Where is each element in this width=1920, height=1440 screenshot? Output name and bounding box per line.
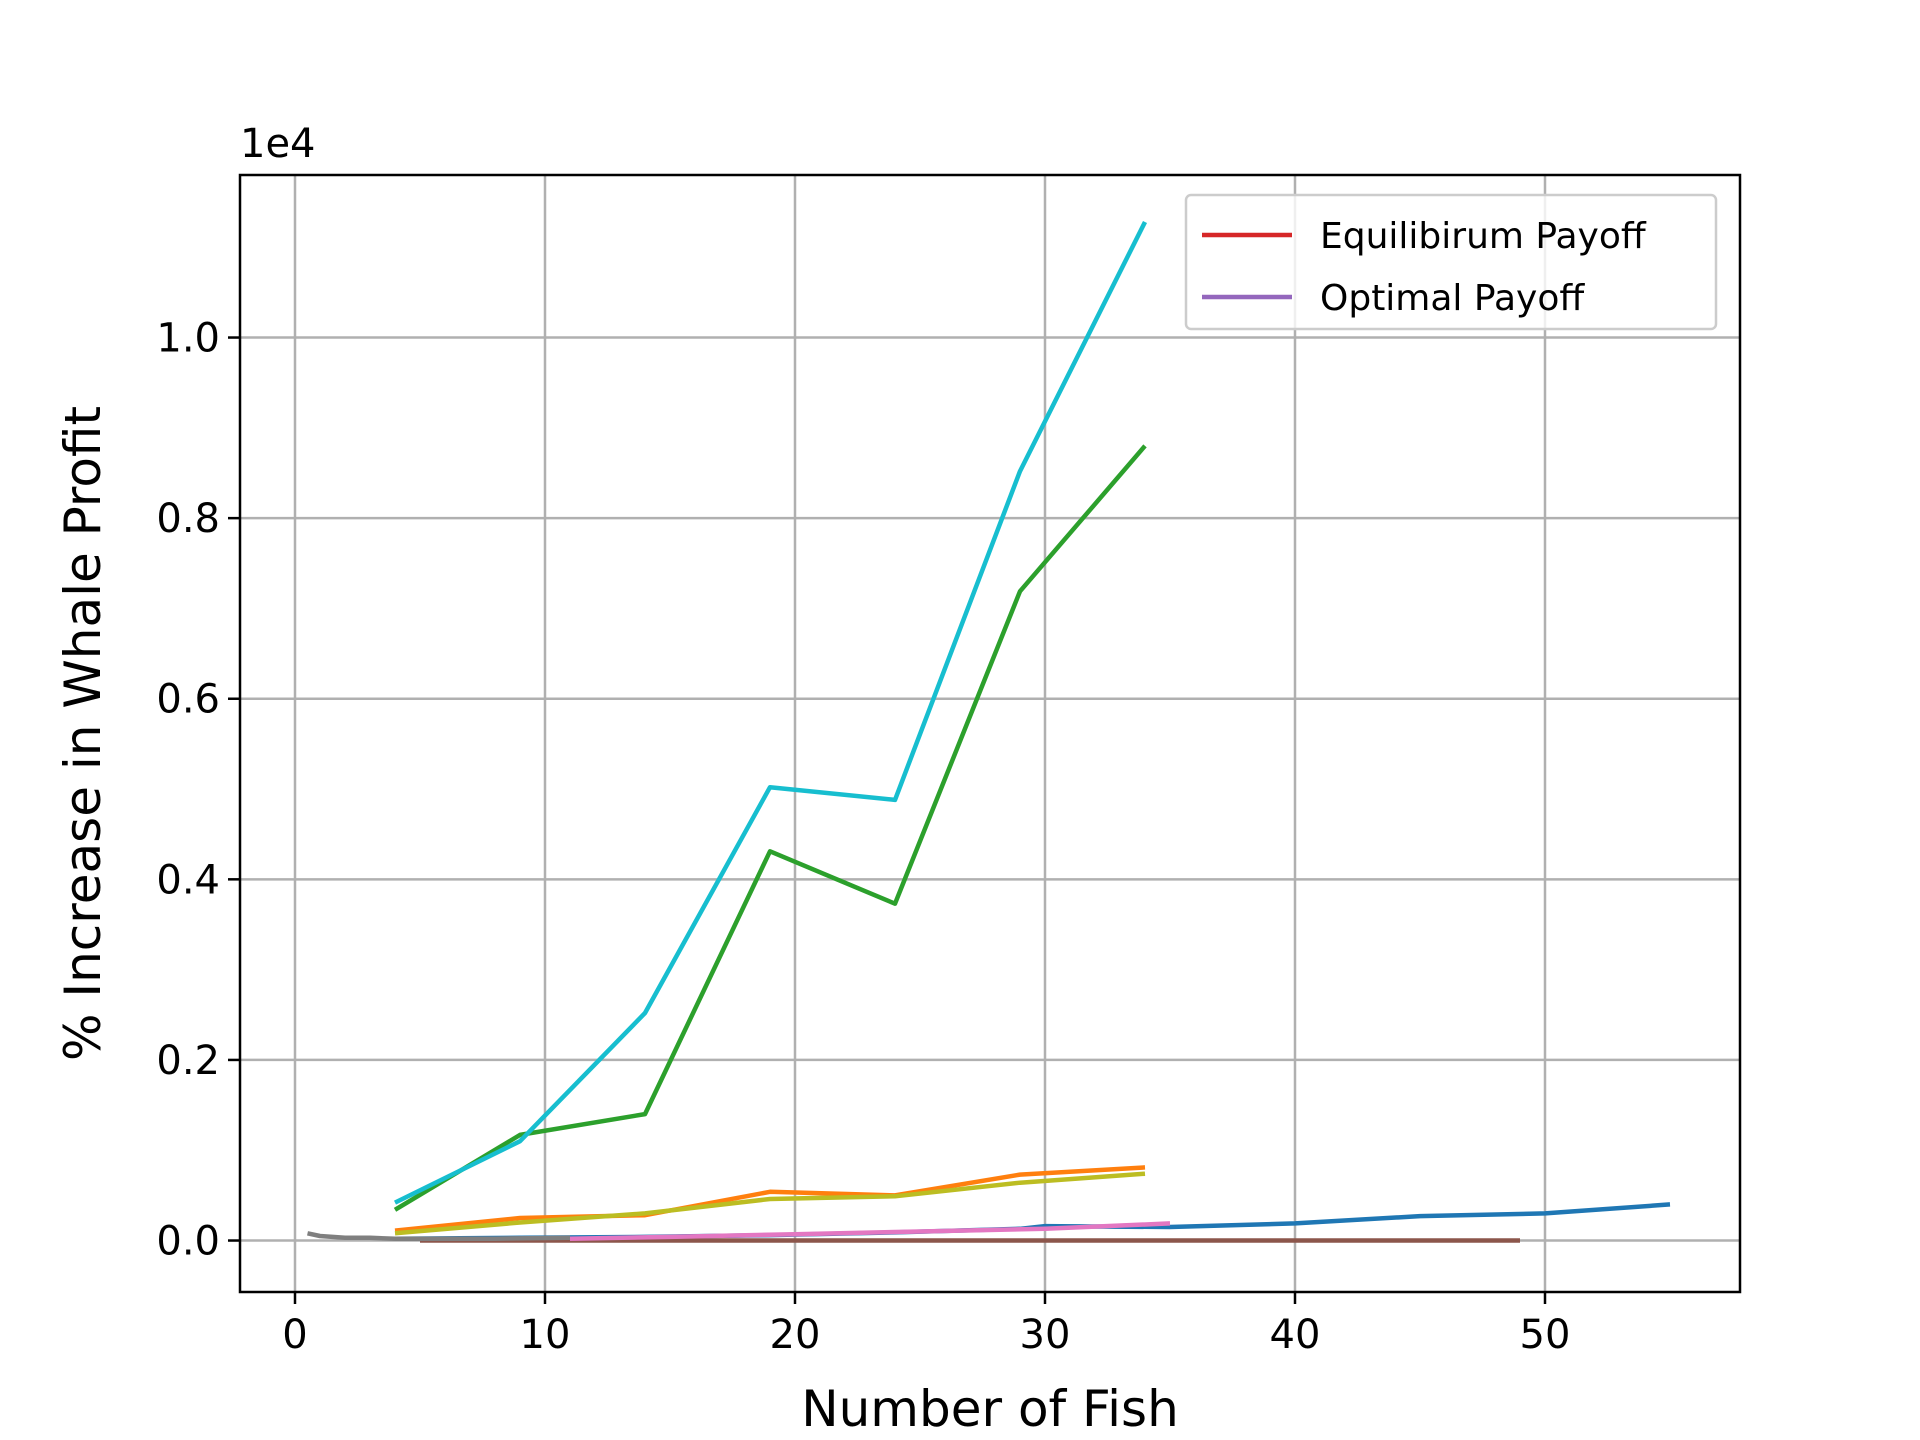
series-line-5 [569,1221,1171,1241]
series-line-7 [394,1171,1146,1236]
x-tick-label: 50 [1520,1312,1571,1358]
y-tick-label: 0.8 [156,496,220,542]
y-tick-label: 0.4 [156,857,220,903]
x-tick-label: 10 [520,1312,571,1358]
y-tick-label: 0.0 [156,1219,220,1265]
legend-label: Equilibirum Payoff [1320,216,1647,257]
series-line-2 [394,1165,1146,1233]
x-axis-title: Number of Fish [801,1380,1179,1438]
legend-label: Optimal Payoff [1320,278,1585,319]
x-tick-label: 0 [282,1312,307,1358]
grid [240,175,1740,1292]
y-tick-label: 0.2 [156,1038,220,1084]
series-line-1 [394,1202,1671,1241]
axis-ticks: 0 10 20 30 40 50 0.0 0.2 0.4 0.6 0.8 1.0 [156,316,1570,1358]
y-offset-text: 1e4 [240,121,316,167]
legend: Equilibirum Payoff Optimal Payoff [1184,193,1718,331]
series-lines [307,220,1671,1243]
y-tick-label: 0.6 [156,677,220,723]
x-tick-label: 30 [1020,1312,1071,1358]
series-line-8 [394,220,1148,1205]
y-tick-label: 1.0 [156,316,220,362]
series-line-3 [393,444,1147,1212]
series-line-6 [307,1231,571,1241]
x-tick-label: 20 [770,1312,821,1358]
y-axis-title: % Increase in Whale Profit [54,406,112,1061]
plot-frame [238,173,1742,1294]
legend-box [1184,193,1718,331]
x-tick-label: 40 [1270,1312,1321,1358]
